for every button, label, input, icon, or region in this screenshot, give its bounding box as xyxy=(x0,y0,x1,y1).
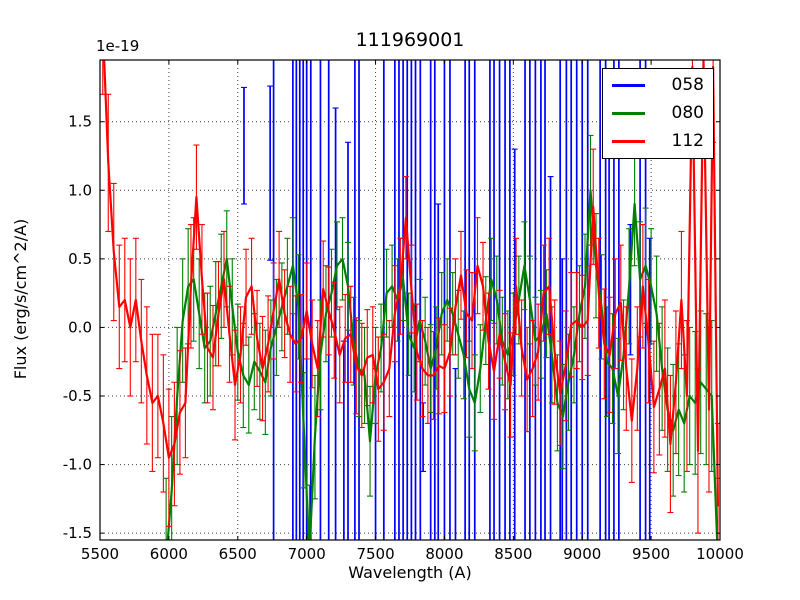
legend-swatch-058 xyxy=(612,84,645,88)
x-tick-label: 8000 xyxy=(425,545,463,563)
x-tick-label: 7000 xyxy=(288,545,326,563)
legend-label-058: 058 xyxy=(671,75,704,96)
axes-frame xyxy=(99,59,721,541)
series-112 xyxy=(100,60,720,540)
legend-item-080: 080 xyxy=(612,102,704,123)
series-080 xyxy=(163,134,720,540)
y-tick-label: 1.0 xyxy=(68,181,92,199)
x-tick-label: 6500 xyxy=(219,545,257,563)
y-axis-offset-label: 1e-19 xyxy=(96,37,140,55)
legend-swatch-112 xyxy=(612,139,645,143)
legend-label-080: 080 xyxy=(671,102,704,123)
y-tick-label: 0.5 xyxy=(68,250,92,268)
x-tick-label: 5500 xyxy=(81,545,119,563)
errorbars-080 xyxy=(163,134,720,540)
tick-labels: 5500 6000 6500 7000 7500 8000 8500 9000 9500 1000… xyxy=(63,113,744,563)
legend: 058 080 112 xyxy=(602,68,714,159)
x-tick-label: 6000 xyxy=(150,545,188,563)
legend-swatch-080 xyxy=(612,111,645,115)
x-tick-label: 10000 xyxy=(696,545,744,563)
y-tick-label: 1.5 xyxy=(68,113,92,131)
y-tick-label: -1.5 xyxy=(63,524,92,542)
y-tick-label: -0.5 xyxy=(63,387,92,405)
x-tick-label: 9000 xyxy=(563,545,601,563)
x-tick-label: 7500 xyxy=(356,545,394,563)
x-tick-label: 9500 xyxy=(632,545,670,563)
chart-title: 111969001 xyxy=(355,29,465,51)
x-tick-label: 8500 xyxy=(494,545,532,563)
legend-item-058: 058 xyxy=(612,77,704,94)
axis-ticks xyxy=(99,60,721,540)
legend-item-112: 112 xyxy=(612,130,704,151)
line-080 xyxy=(166,189,719,540)
y-tick-label: -1.0 xyxy=(63,456,92,474)
y-axis-label: Flux (erg/s/cm^2/A) xyxy=(11,218,31,380)
legend-label-112: 112 xyxy=(671,130,704,151)
x-axis-label: Wavelength (A) xyxy=(348,563,472,582)
line-112 xyxy=(103,60,719,507)
y-tick-label: 0.0 xyxy=(68,318,92,336)
